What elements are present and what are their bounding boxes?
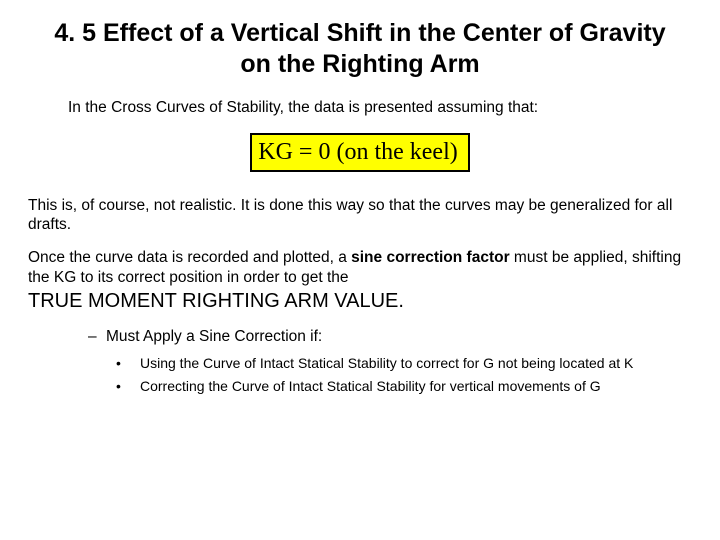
- para2-part-a: Once the curve data is recorded and plot…: [28, 249, 351, 266]
- paragraph-1: This is, of course, not realistic. It is…: [28, 196, 692, 235]
- bullet-icon: •: [128, 377, 140, 395]
- dash-icon: –: [88, 328, 106, 346]
- sub-heading: –Must Apply a Sine Correction if:: [88, 328, 692, 346]
- bullet-icon: •: [128, 354, 140, 372]
- sub-heading-text: Must Apply a Sine Correction if:: [106, 328, 322, 345]
- paragraph-2: Once the curve data is recorded and plot…: [28, 248, 692, 314]
- intro-text: In the Cross Curves of Stability, the da…: [68, 99, 692, 117]
- bullet-text-0: Using the Curve of Intact Statical Stabi…: [140, 355, 633, 371]
- highlight-box: KG = 0 (on the keel): [250, 133, 469, 172]
- bullet-item: •Using the Curve of Intact Statical Stab…: [128, 354, 652, 372]
- true-moment-line: TRUE MOMENT RIGHTING ARM VALUE.: [28, 289, 692, 314]
- bullet-text-1: Correcting the Curve of Intact Statical …: [140, 378, 601, 394]
- para2-bold: sine correction factor: [351, 249, 510, 266]
- slide-title: 4. 5 Effect of a Vertical Shift in the C…: [28, 18, 692, 81]
- highlight-box-wrap: KG = 0 (on the keel): [28, 133, 692, 190]
- bullet-item: •Correcting the Curve of Intact Statical…: [128, 377, 652, 395]
